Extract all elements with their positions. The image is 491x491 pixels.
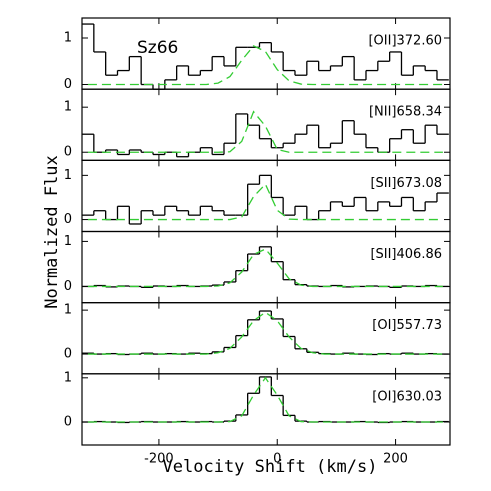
y-axis-label: Normalized Flux: [42, 155, 62, 309]
y-tick-label: 0: [64, 145, 72, 160]
y-tick-label: 1: [64, 234, 72, 249]
y-tick-label: 0: [64, 279, 72, 294]
y-tick-label: 1: [64, 370, 72, 385]
model-line: [87, 45, 443, 86]
panel-frame: [81, 373, 451, 446]
line-label: [OI]557.73: [372, 318, 442, 333]
y-tick-label: 1: [64, 303, 72, 318]
model-line: [87, 311, 443, 355]
y-tick-label: 0: [64, 347, 72, 362]
model-line: [87, 183, 443, 221]
y-tick-label: 1: [64, 100, 72, 115]
step-connector: [93, 113, 438, 157]
line-label: [OI]630.03: [372, 389, 442, 404]
x-axis-label: Velocity Shift (km/s): [163, 457, 378, 477]
model-line: [87, 376, 443, 423]
y-tick-label: 0: [64, 415, 72, 430]
y-tick-label: 0: [64, 212, 72, 227]
panel-frame: [81, 302, 451, 375]
line-label: [NII]658.34: [369, 105, 442, 120]
panel-frame: [81, 159, 451, 233]
object-label: Sz66: [137, 38, 178, 58]
model-line: [87, 110, 443, 153]
line-label: [SII]406.86: [370, 247, 442, 262]
model-line: [87, 248, 443, 288]
y-tick-label: 0: [64, 77, 72, 92]
step-connector: [93, 175, 438, 224]
x-tick-label: 0: [273, 452, 281, 467]
x-tick-label: -200: [144, 452, 174, 467]
line-label: [SII]673.08: [370, 176, 442, 191]
x-tick-label: 200: [383, 452, 408, 467]
panel-frame: [81, 230, 451, 304]
y-tick-label: 1: [64, 31, 72, 46]
line-label: [OII]372.60: [368, 34, 442, 49]
y-tick-label: 1: [64, 168, 72, 183]
